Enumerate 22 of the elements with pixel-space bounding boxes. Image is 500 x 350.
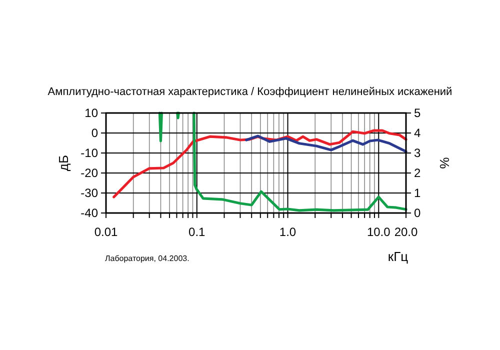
x-tick-label: 20.0 <box>394 225 418 239</box>
chart-title: Амплитудно-частотная характеристика / Коэффициент нелинейных искажений <box>48 86 452 98</box>
y-tick-label: -40 <box>80 206 98 220</box>
y-tick-label: -20 <box>80 166 98 180</box>
x-tick-label: 1.0 <box>279 225 296 239</box>
y2-tick-label: 2 <box>414 166 421 180</box>
y2-tick-label: 3 <box>414 146 421 160</box>
y2-axis-title: % <box>437 157 452 170</box>
text: Лаборатория, 04.2003. <box>105 254 190 263</box>
y2-tick-label: 5 <box>414 106 421 120</box>
y-tick-label: 10 <box>84 106 98 120</box>
x-tick-label: 10.0 <box>366 225 391 239</box>
y2-tick-label: 4 <box>414 126 421 140</box>
y-axis-title: дБ <box>56 154 71 172</box>
x-axis-title: кГц <box>388 249 409 264</box>
x-tick-label: 0.01 <box>94 225 118 239</box>
y2-tick-label: 1 <box>414 186 421 200</box>
x-tick-label: 0.1 <box>188 225 206 239</box>
y-tick-label: -10 <box>80 146 98 160</box>
y2-tick-label: 0 <box>414 206 421 220</box>
y-tick-label: 0 <box>91 126 98 140</box>
y-tick-label: -30 <box>80 186 98 200</box>
